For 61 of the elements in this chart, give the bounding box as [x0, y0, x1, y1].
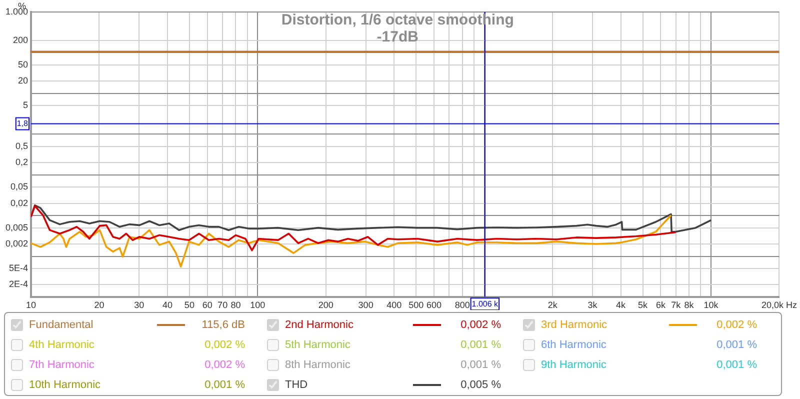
y-tick-label: 0,002: [5, 238, 28, 249]
y-tick-label: 50: [18, 59, 28, 70]
y-tick-label: 20: [18, 76, 28, 86]
y-tick-label: 0,005: [5, 222, 28, 232]
x-tick-label: 20,0k Hz: [761, 300, 798, 310]
x-tick-label: 5k: [638, 300, 648, 310]
x-tick-label: 2k: [548, 300, 558, 310]
y-tick-label: 0,02: [10, 198, 28, 208]
x-tick-label: 100: [250, 300, 266, 310]
text: 0,001 %: [716, 359, 757, 371]
x-tick-label: 200: [318, 300, 334, 310]
y-tick-label: 2E-4: [8, 279, 28, 290]
x-tick-label: 70: [218, 300, 228, 310]
text: 0,001 %: [204, 379, 245, 391]
legend-label: 10th Harmonic: [29, 379, 102, 391]
x-tick-label: 20: [94, 300, 104, 310]
text: -17dB: [376, 28, 419, 46]
y-tick-label: 5: [22, 100, 28, 110]
text: 0,001 %: [716, 339, 757, 351]
ref-line-label: 1.006 k: [472, 300, 500, 309]
x-tick-label: 300: [358, 300, 374, 310]
x-tick-label: 10: [26, 300, 36, 310]
text: 3rd Harmonic: [541, 319, 608, 331]
x-tick-label: 8k: [684, 300, 694, 310]
legend-label: 9th Harmonic: [541, 359, 608, 371]
y-tick-label: 0,2: [15, 157, 28, 168]
x-tick-label: 6k: [656, 300, 666, 310]
text: Fundamental: [29, 319, 94, 331]
ref-line-label: 1,8: [16, 118, 29, 128]
x-tick-label: 500: [408, 300, 424, 310]
text: 0,002 %: [204, 339, 245, 351]
x-tick-label: 40: [162, 300, 172, 310]
text: 0,001 %: [460, 359, 501, 371]
x-tick-label: 7k: [671, 300, 682, 310]
text: 0,005 %: [460, 379, 501, 391]
text: 0,002 %: [204, 359, 245, 371]
text: THD: [285, 379, 309, 391]
y-tick-label: 200: [12, 34, 28, 45]
y-tick-label: 5E-4: [8, 263, 28, 274]
legend-label: 4th Harmonic: [29, 339, 96, 351]
x-tick-label: 3k: [588, 300, 598, 310]
text: 0,001 %: [460, 339, 501, 351]
legend-label: 6th Harmonic: [541, 339, 608, 351]
x-tick-label: 800: [454, 300, 470, 310]
legend-label: 7th Harmonic: [29, 359, 96, 371]
y-tick-label: 0,5: [15, 140, 28, 151]
legend-label: 8th Harmonic: [285, 359, 352, 371]
x-tick-label: 50: [184, 300, 194, 310]
text: 0,002 %: [460, 319, 501, 331]
x-tick-label: 60: [202, 300, 212, 310]
legend-label: 5th Harmonic: [285, 339, 352, 351]
x-tick-label: 400: [386, 300, 402, 310]
text: 0,002 %: [716, 319, 757, 331]
text: 2nd Harmonic: [285, 319, 354, 331]
x-tick-label: 10k: [704, 300, 719, 310]
x-tick-label: 4k: [616, 300, 626, 310]
y-tick-label: 0,05: [10, 182, 28, 192]
text: 115,6 dB: [202, 319, 245, 331]
x-tick-label: 30: [134, 300, 144, 310]
x-tick-label: 80: [230, 300, 241, 310]
x-tick-label: 600: [426, 300, 442, 310]
